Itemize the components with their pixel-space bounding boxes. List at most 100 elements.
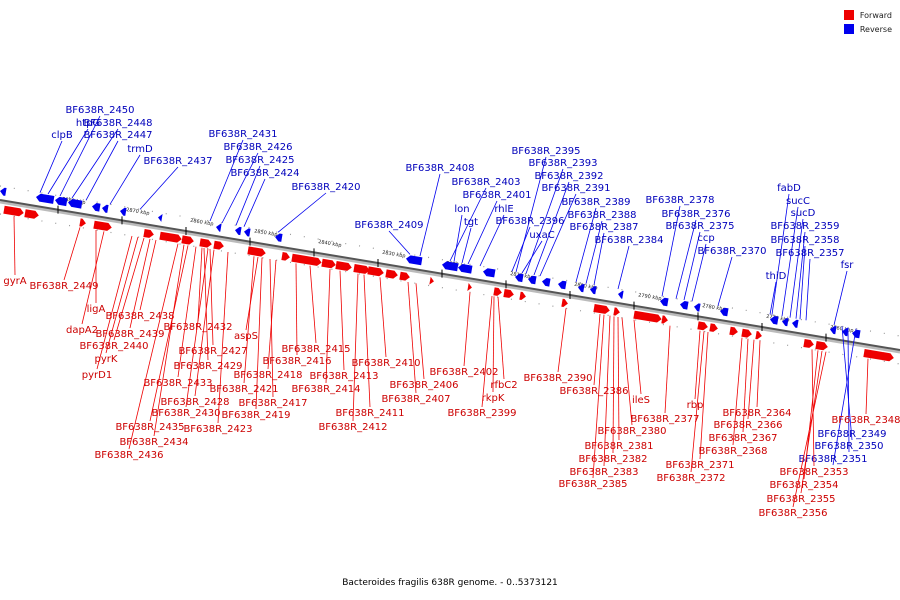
reverse-gene-arrow: [660, 297, 669, 307]
reverse-gene-arrow: [92, 203, 101, 212]
gene-label: fsr: [841, 260, 855, 271]
reverse-gene-arrow: [558, 280, 567, 290]
reverse-gene-arrow: [275, 233, 283, 242]
gene-label: BF638R_2395: [511, 146, 580, 157]
gene-leader-line: [515, 156, 547, 273]
gene-label: fabD: [777, 183, 801, 194]
gene-label: BF638R_2425: [225, 155, 294, 166]
gene-label: BF638R_2393: [528, 158, 597, 169]
forward-gene-arrow: [213, 240, 224, 250]
gene-label: BF638R_2423: [183, 424, 252, 435]
gene-label: BF638R_2385: [558, 479, 627, 490]
reverse-gene-arrow: [618, 290, 624, 299]
reverse-gene-arrow: [515, 273, 524, 283]
gene-leader-line: [243, 178, 266, 227]
gene-leader-line: [756, 340, 761, 408]
gene-leader-line: [492, 296, 495, 393]
gene-label: BF638R_2407: [381, 394, 450, 405]
gene-leader-line: [781, 206, 799, 317]
gene-leader-line: [617, 316, 620, 441]
gene-label: BF638R_2427: [178, 346, 247, 357]
forward-gene-arrow: [741, 328, 752, 338]
gene-label: BF638R_2411: [335, 408, 404, 419]
gene-leader-line: [461, 227, 472, 264]
axis-line: [0, 199, 900, 351]
gene-label: BF638R_2382: [578, 454, 647, 465]
gene-labels: htpGBF638R_2450clpBBF638R_2448BF638R_244…: [3, 105, 900, 519]
scale-tick-label: 2850 kbp: [254, 228, 278, 238]
gene-label: BF638R_2419: [221, 410, 290, 421]
gene-label: rkpK: [482, 393, 505, 404]
gene-leader-line: [96, 235, 133, 370]
gene-leader-line: [325, 268, 331, 384]
gene-label: BF638R_2367: [708, 433, 777, 444]
reverse-gene-arrow: [102, 204, 109, 213]
gene-label: BF638R_2376: [661, 209, 730, 220]
gene-label: BF638R_2399: [447, 408, 516, 419]
reverse-gene-arrow: [406, 255, 423, 266]
gene-label: BF638R_2358: [770, 235, 839, 246]
gene-label: BF638R_2383: [569, 467, 638, 478]
forward-gene-arrow: [709, 323, 718, 332]
gene-leader-line: [185, 248, 209, 408]
forward-gene-arrow: [755, 331, 762, 340]
scale-tick-label: 2760 kbp: [830, 324, 854, 334]
gene-label: BF638R_2432: [163, 322, 232, 333]
gene-label: BF638R_2439: [95, 329, 164, 340]
gene-label: BF638R_2438: [105, 311, 174, 322]
forward-gene-arrow: [181, 235, 194, 245]
forward-gene-arrow: [863, 349, 886, 360]
gene-leader-line: [388, 230, 411, 255]
gene-label: BF638R_2417: [238, 398, 307, 409]
gene-label: BF638R_2440: [79, 341, 148, 352]
gene-leader-line: [309, 265, 317, 344]
gene-leader-line: [255, 257, 263, 410]
forward-gene-arrow: [385, 269, 398, 279]
gene-label: BF638R_2447: [83, 130, 152, 141]
gene-label: BF638R_2386: [559, 386, 628, 397]
reverse-gene-arrow: [770, 316, 779, 325]
gene-label: BF638R_2414: [291, 384, 360, 395]
forward-gene-arrow: [519, 291, 526, 300]
reverse-gene-arrow: [0, 187, 7, 196]
gene-leader-line: [217, 251, 229, 424]
gene-leader-line: [71, 128, 119, 199]
gene-label: BF638R_2355: [766, 494, 835, 505]
gene-label: rfbC2: [490, 380, 517, 391]
gene-leader-line: [269, 258, 274, 398]
gene-label: BF638R_2418: [233, 370, 302, 381]
forward-gene-arrow: [291, 253, 322, 266]
gene-label: BF638R_2349: [817, 429, 886, 440]
gene-label: sucC: [786, 196, 810, 207]
gene-leader-line: [789, 218, 804, 318]
gene-label: BF638R_2448: [83, 118, 152, 129]
gene-leader-line: [575, 207, 597, 283]
legend: Forward Reverse: [843, 8, 892, 36]
gene-leader-line: [557, 308, 567, 373]
reverse-gene-arrow: [55, 196, 68, 207]
forward-gene-arrow: [159, 231, 182, 243]
gene-label: BF638R_2375: [665, 221, 734, 232]
gene-label: BF638R_2378: [645, 195, 714, 206]
gene-label: BF638R_2410: [351, 358, 420, 369]
axis-shadow: [0, 200, 900, 354]
gene-leader-line: [481, 295, 493, 408]
forward-gene-arrow: [697, 321, 708, 331]
gene-leader-line: [511, 226, 531, 272]
gene-label: rbp: [687, 400, 704, 411]
gene-leader-line: [177, 246, 197, 378]
gene-leader-line: [129, 238, 151, 329]
reverse-gene-arrow: [68, 199, 83, 209]
forward-gene-arrow: [467, 283, 472, 291]
gene-leader-line: [209, 248, 214, 346]
gene-label: BF638R_2428: [160, 397, 229, 408]
scale-tick-label: 2790 kbp: [638, 292, 662, 302]
gene-label: BF638R_2437: [143, 156, 212, 167]
reverse-gene-arrow: [442, 261, 459, 272]
gene-label: BF638R_2450: [65, 105, 134, 116]
reverse-gene-arrow: [235, 226, 242, 236]
forward-gene-arrow: [593, 304, 610, 314]
gene-label: htpG: [76, 118, 100, 129]
forward-gene-arrow: [3, 205, 24, 217]
gene-leader-line: [139, 166, 179, 210]
